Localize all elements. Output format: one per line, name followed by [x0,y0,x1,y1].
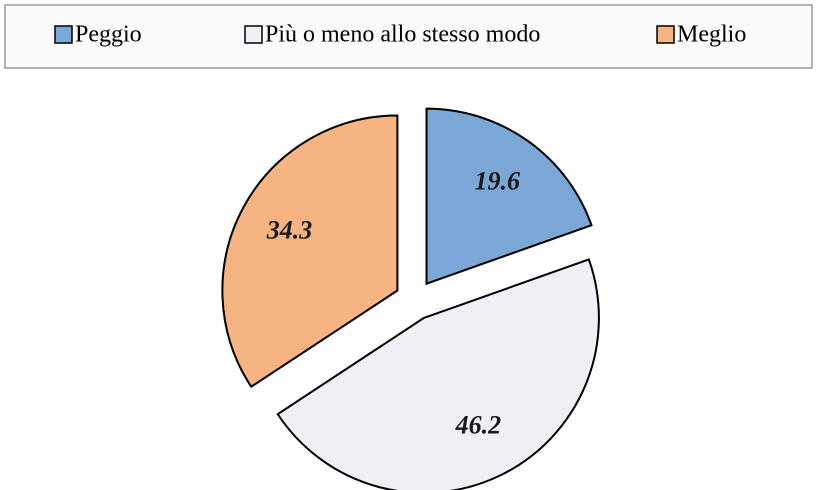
legend-marker [656,25,675,44]
pie-slice [425,107,593,286]
pie-slice [276,258,600,490]
data-label: 46.2 [455,411,502,440]
legend-marker [54,25,73,44]
legend-box [4,4,813,69]
legend-label: Peggio [75,22,142,48]
data-label: 19.6 [474,167,520,196]
legend-label: Meglio [677,22,746,48]
legend-marker [244,25,263,44]
pie-slice [221,114,399,389]
data-label: 34.3 [266,215,313,244]
legend-label: Più o meno allo stesso modo [265,22,540,48]
